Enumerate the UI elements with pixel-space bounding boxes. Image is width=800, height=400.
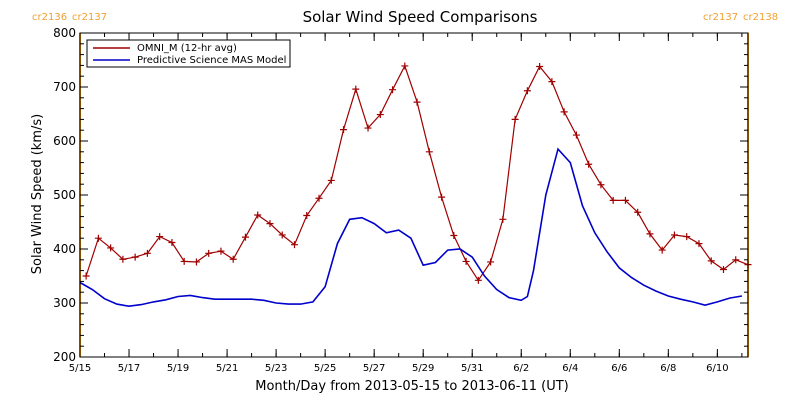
y-tick-label: 800 [53,26,76,40]
data-point-omni [462,257,470,265]
data-point-omni [364,124,372,132]
data-point-omni [229,255,237,263]
carrington-label-left-2: cr2137 [72,12,107,23]
data-point-omni [548,78,556,86]
data-point-omni [450,232,458,239]
data-point-omni [425,148,433,156]
data-point-omni [487,258,495,266]
data-point-omni [156,233,164,241]
data-point-omni [131,253,139,261]
data-point-omni [180,257,188,265]
x-tick-label: 5/25 [314,363,336,374]
chart-title: Solar Wind Speed Comparisons [303,8,538,26]
x-tick-label: 5/29 [412,363,434,374]
x-tick-label: 6/6 [611,363,627,374]
data-point-omni [609,196,617,204]
data-point-omni [585,160,593,168]
data-point-omni [572,131,580,139]
data-point-omni [266,220,274,228]
x-axis-label: Month/Day from 2013-05-15 to 2013-06-11 … [255,379,568,394]
data-point-omni [94,234,102,242]
legend-label-model: Predictive Science MAS Model [137,55,286,66]
x-tick-label: 5/17 [118,363,140,374]
data-point-omni [315,194,323,202]
plot-frame [79,32,749,358]
data-point-omni [401,62,409,70]
y-tick-label: 400 [53,242,76,256]
plot-area [79,33,752,357]
data-point-omni [695,240,703,248]
x-tick-label: 5/27 [363,363,385,374]
data-point-omni [536,62,544,70]
legend: OMNI_M (12-hr avg) Predictive Science MA… [86,39,291,68]
y-tick-label: 500 [53,188,76,202]
y-tick-label: 200 [53,350,76,364]
data-point-omni [474,276,482,284]
data-point-omni [719,266,727,274]
y-tick-label: 600 [53,134,76,148]
x-tick-label: 6/4 [562,363,578,374]
data-point-omni [327,176,335,184]
series-line-omni [85,64,749,282]
data-point-omni [168,239,176,247]
carrington-label-right-1: cr2137 [703,12,738,23]
y-tick-label: 700 [53,80,76,94]
legend-box [86,39,291,68]
data-point-omni [621,196,629,204]
data-point-omni [241,233,249,241]
x-tick-label: 5/19 [167,363,189,374]
y-axis-label: Solar Wind Speed (km/s) [30,114,45,274]
x-tick-label: 5/23 [265,363,287,374]
data-point-omni [634,208,642,216]
data-point-omni [107,244,115,252]
data-point-omni [303,212,311,220]
data-point-omni [511,115,519,123]
data-point-omni [192,258,200,266]
x-tick-label: 5/15 [69,363,91,374]
data-point-omni [254,211,262,219]
data-point-omni [340,126,348,134]
x-tick-label: 5/21 [216,363,238,374]
data-point-omni [413,98,421,106]
data-point-omni [646,230,654,238]
data-point-omni [352,85,360,93]
data-point-omni [82,272,90,280]
data-point-omni [523,87,531,95]
x-tick-label: 5/31 [461,363,483,374]
y-tick-label: 300 [53,296,76,310]
x-tick-label: 6/10 [706,363,728,374]
data-point-omni [205,249,213,257]
carrington-label-right-2: cr2138 [743,12,778,23]
data-point-omni [119,255,127,263]
data-point-omni [499,215,507,223]
data-point-omni [438,193,446,201]
data-point-omni [732,256,740,264]
axes: 200 300 400 500 600 700 800 5/15 5/17 5/19 5/21 5/2… [53,26,749,374]
data-point-omni [707,257,715,265]
data-point-omni [658,246,666,254]
carrington-label-left-1: cr2136 [32,12,67,23]
data-point-omni [597,181,605,189]
data-point-omni [217,247,225,255]
series-line-model [79,147,743,308]
data-point-omni [143,249,151,257]
data-point-omni [683,233,691,241]
data-point-omni [290,241,298,249]
data-point-omni [389,86,397,94]
data-point-omni [560,108,568,116]
x-tick-label: 6/8 [660,363,676,374]
data-point-omni [670,231,678,239]
data-point-omni [278,231,286,239]
x-tick-label: 6/2 [513,363,529,374]
data-point-omni [376,111,384,119]
legend-label-omni: OMNI_M (12-hr avg) [137,43,237,54]
